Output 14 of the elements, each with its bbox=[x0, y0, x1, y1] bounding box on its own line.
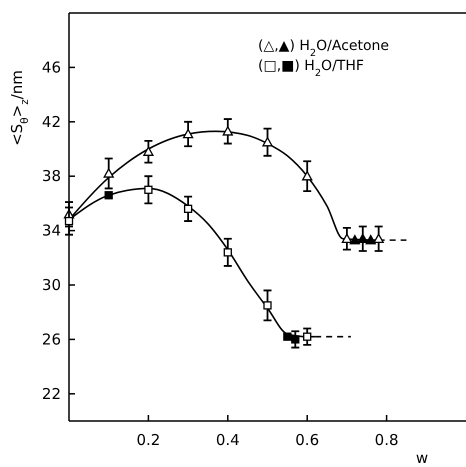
x-tick-label: 0.4 bbox=[216, 431, 240, 449]
y-tick-label: 34 bbox=[42, 222, 61, 240]
y-tick-label: 26 bbox=[42, 330, 61, 348]
x-tick-label: 0.8 bbox=[374, 431, 399, 449]
y-tick-label: 38 bbox=[42, 167, 61, 186]
annotation: (△,▲) H$_{2}$O/Acetone bbox=[258, 38, 390, 58]
y-tick-label: 42 bbox=[42, 112, 61, 131]
x-tick-label: 0.6 bbox=[295, 431, 320, 449]
y-tick-label: 22 bbox=[42, 384, 61, 403]
y-tick-label: 30 bbox=[42, 276, 61, 294]
annotation: (□,■) H$_{2}$O/THF bbox=[258, 58, 364, 78]
x-tick-label: 0.2 bbox=[136, 431, 160, 449]
y-tick-label: 46 bbox=[42, 58, 61, 76]
x-axis-title: w bbox=[416, 449, 428, 467]
